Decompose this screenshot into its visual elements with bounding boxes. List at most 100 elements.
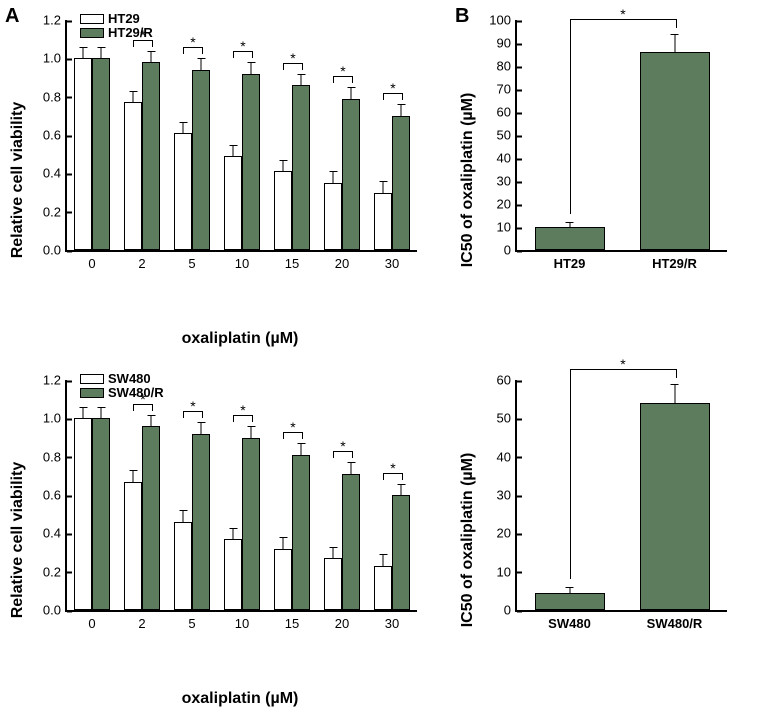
chart-a-bottom: 0.00.20.40.60.81.01.202*5*10*15*20*30*SW…	[10, 370, 430, 710]
errorbar	[383, 181, 384, 193]
x-tick: 15	[285, 610, 299, 631]
bar-resistant	[242, 438, 260, 611]
errorbar	[333, 171, 334, 183]
errorbar	[83, 407, 84, 419]
errorbar	[569, 587, 570, 593]
legend-item: SW480	[80, 372, 164, 386]
bar-resistant	[192, 434, 210, 610]
x-tick: 5	[188, 250, 195, 271]
y-tick: 60	[497, 373, 517, 388]
sig-bracket: *	[333, 451, 353, 458]
y-tick: 0	[504, 603, 517, 618]
errorbar	[251, 62, 252, 74]
sig-bracket: *	[183, 411, 203, 418]
y-tick: 90	[497, 36, 517, 51]
errorbar	[101, 47, 102, 59]
bar-parent	[124, 482, 142, 610]
bar-resistant	[342, 474, 360, 610]
sig-bracket: *	[133, 404, 153, 411]
bar-resistant	[392, 495, 410, 610]
y-tick: 10	[497, 220, 517, 235]
y-tick: 1.2	[43, 13, 67, 28]
y-tick: 0.2	[43, 564, 67, 579]
bar-resistant	[192, 70, 210, 250]
errorbar	[351, 87, 352, 99]
x-tick: 0	[88, 610, 95, 631]
legend-text: SW480/R	[108, 386, 164, 400]
y-tick: 0.4	[43, 166, 67, 181]
sig-bracket: *	[383, 93, 403, 100]
panel-a-label: A	[5, 5, 19, 28]
sig-bracket: *	[233, 51, 253, 58]
y-tick: 0.8	[43, 89, 67, 104]
errorbar	[183, 122, 184, 134]
sig-bracket: *	[283, 432, 303, 439]
legend-swatch	[80, 388, 104, 398]
sig-bracket: *	[133, 40, 153, 47]
errorbar	[151, 415, 152, 427]
bar-parent	[124, 102, 142, 250]
panel-b-column: B 0102030405060708090100HT29HT29/R*IC50 …	[460, 10, 740, 710]
legend-text: HT29	[108, 12, 140, 26]
errorbar	[401, 104, 402, 116]
errorbar	[201, 422, 202, 434]
bar-resistant	[292, 455, 310, 610]
sig-star: *	[620, 6, 625, 22]
sig-star: *	[190, 398, 195, 414]
bar-parent	[224, 539, 242, 610]
y-tick: 1.0	[43, 411, 67, 426]
y-axis-label: IC50 of oxaliplatin (µM)	[459, 453, 477, 628]
x-axis-label: oxaliplatin (µM)	[182, 330, 299, 348]
y-tick: 30	[497, 174, 517, 189]
x-tick: HT29	[554, 250, 586, 271]
sig-bracket: *	[233, 415, 253, 422]
legend-swatch	[80, 374, 104, 384]
legend-swatch	[80, 14, 104, 24]
y-tick: 20	[497, 197, 517, 212]
bar-parent	[74, 58, 92, 250]
legend-item: HT29	[80, 12, 153, 26]
sig-star: *	[240, 38, 245, 54]
bar	[640, 403, 710, 610]
y-tick: 0.0	[43, 603, 67, 618]
errorbar	[301, 74, 302, 86]
errorbar	[201, 58, 202, 70]
y-tick: 100	[489, 13, 517, 28]
errorbar	[333, 547, 334, 559]
x-tick: SW480/R	[647, 610, 703, 631]
errorbar	[183, 510, 184, 522]
chart-b-top: B 0102030405060708090100HT29HT29/R*IC50 …	[460, 10, 740, 350]
y-tick: 60	[497, 105, 517, 120]
sig-star: *	[340, 63, 345, 79]
y-axis-label: Relative cell viability	[9, 462, 27, 619]
errorbar	[569, 222, 570, 227]
bar-parent	[374, 566, 392, 610]
x-tick: 30	[385, 610, 399, 631]
y-tick: 30	[497, 488, 517, 503]
errorbar	[133, 91, 134, 103]
legend-item: SW480/R	[80, 386, 164, 400]
y-tick: 0.2	[43, 204, 67, 219]
bar-parent	[324, 558, 342, 610]
y-axis-label: Relative cell viability	[9, 102, 27, 259]
bar-parent	[224, 156, 242, 250]
y-tick: 1.0	[43, 51, 67, 66]
errorbar	[283, 160, 284, 172]
chart-b-bottom: 0102030405060SW480SW480/R*IC50 of oxalip…	[460, 370, 740, 710]
bar-parent	[324, 183, 342, 250]
y-tick: 40	[497, 449, 517, 464]
x-tick: SW480	[548, 610, 591, 631]
panel-a-column: A 0.00.20.40.60.81.01.202*5*10*15*20*30*…	[10, 10, 430, 710]
sig-star: *	[290, 50, 295, 66]
bar-parent	[374, 193, 392, 251]
x-tick: 20	[335, 250, 349, 271]
y-tick: 0.6	[43, 128, 67, 143]
errorbar	[133, 470, 134, 482]
errorbar	[401, 484, 402, 496]
legend: HT29HT29/R	[80, 12, 153, 41]
x-tick: 5	[188, 610, 195, 631]
x-tick: 15	[285, 250, 299, 271]
legend-text: SW480	[108, 372, 151, 386]
sig-bracket: *	[570, 19, 677, 28]
errorbar	[151, 51, 152, 63]
